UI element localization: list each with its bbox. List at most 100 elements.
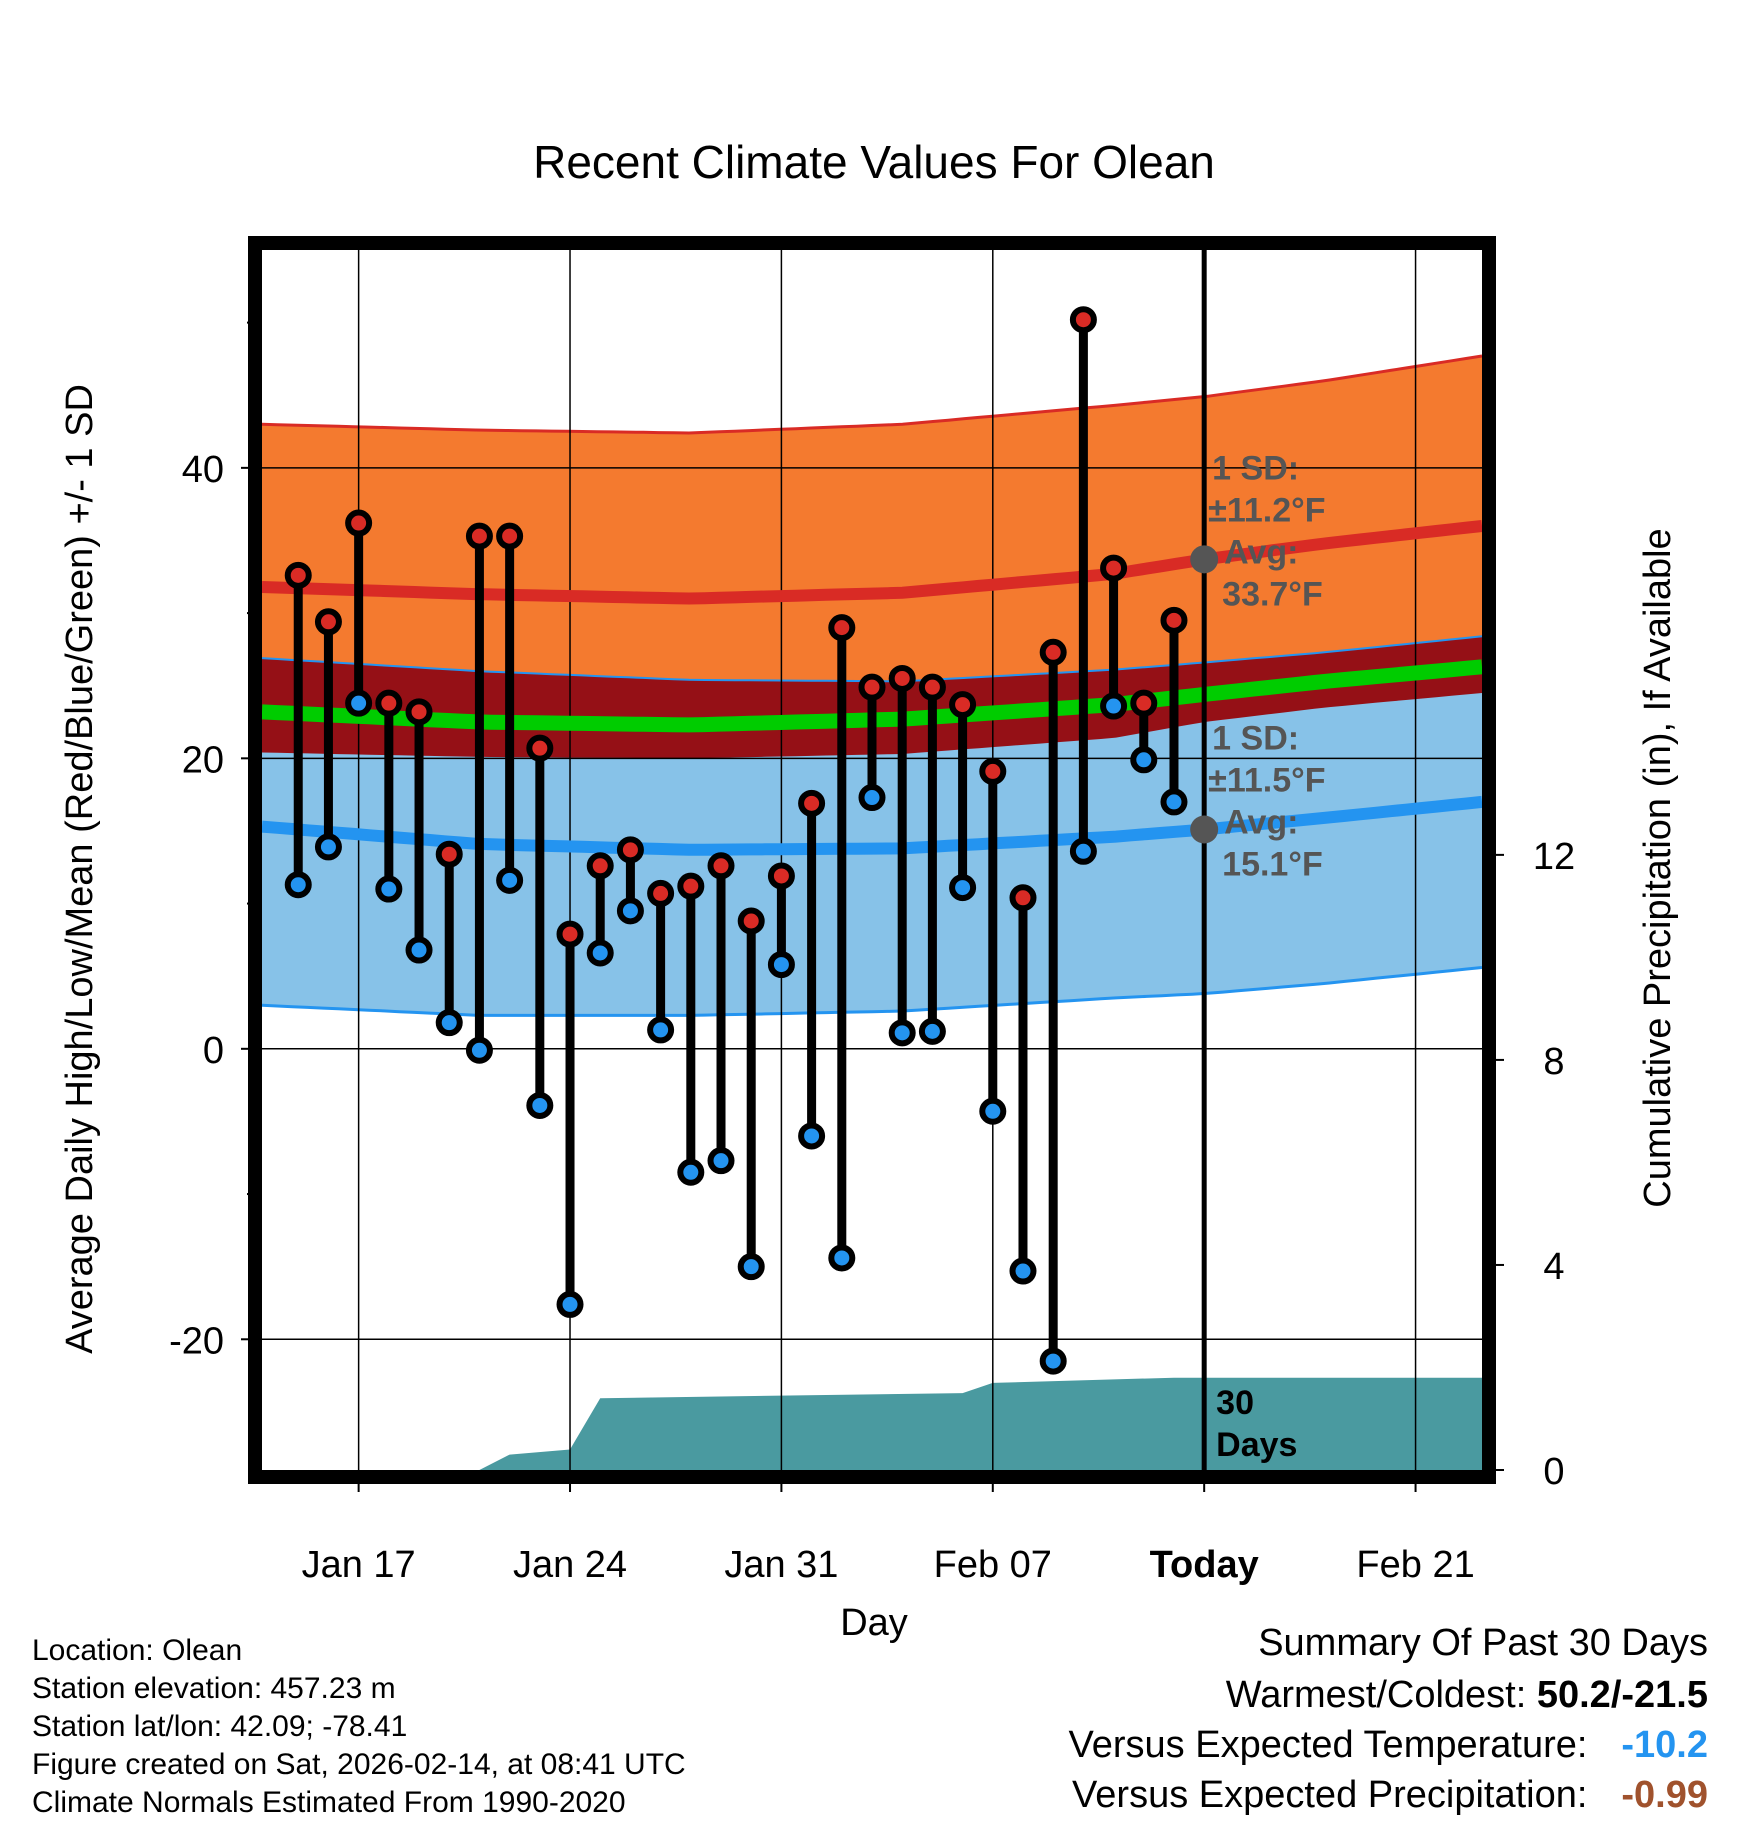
high-temp-point [1069, 306, 1097, 334]
low-avg-value: 15.1°F [1222, 846, 1323, 884]
low-temp-point [798, 1122, 826, 1150]
low-temp-point [707, 1147, 735, 1175]
y-axis-label: Average Daily High/Low/Mean (Red/Blue/Gr… [59, 384, 101, 1354]
y2-tick-label: 8 [1543, 1041, 1564, 1083]
high-avg-marker [1190, 545, 1219, 574]
x-tick-label: Jan 31 [724, 1544, 838, 1586]
x-tick-label: Today [1150, 1544, 1259, 1586]
low-temp-point [284, 871, 312, 899]
low-temp-point [828, 1244, 856, 1272]
y2-tick-label: 12 [1533, 836, 1575, 878]
high-temp-point [586, 852, 614, 880]
high-temp-point [918, 673, 946, 701]
high-temp-point [949, 691, 977, 719]
high-sd-value: ±11.2°F [1208, 491, 1325, 529]
location-text: Location: Olean [32, 1634, 243, 1667]
low-temp-point [526, 1091, 554, 1119]
low-temp-point [737, 1253, 765, 1281]
latlon-text: Station lat/lon: 42.09; -78.41 [32, 1710, 408, 1743]
days-text-label: Days [1216, 1426, 1297, 1464]
high-avg-value: 33.7°F [1222, 575, 1323, 613]
high-temp-point [1100, 554, 1128, 582]
low-sd-label: 1 SD: [1212, 720, 1299, 758]
high-temp-point [496, 522, 524, 550]
low-avg-label: Avg: [1224, 804, 1298, 842]
high-temp-point [979, 757, 1007, 785]
low-temp-point [1100, 692, 1128, 720]
station-info: Location: Olean Station elevation: 457.2… [32, 1632, 686, 1822]
low-temp-point [767, 951, 795, 979]
low-temp-point [314, 833, 342, 861]
low-temp-point [556, 1290, 584, 1318]
warm-cold-value: 50.2/-21.5 [1536, 1674, 1708, 1716]
temp-label: Versus Expected Temperature: [1068, 1724, 1588, 1766]
low-temp-point [435, 1009, 463, 1037]
high-temp-point [526, 734, 554, 762]
low-temp-point [465, 1036, 493, 1064]
x-axis-label: Day [840, 1602, 908, 1644]
low-temp-point [586, 939, 614, 967]
y-tick-label: 40 [182, 449, 224, 491]
low-temp-point [979, 1097, 1007, 1125]
low-temp-point [1039, 1347, 1067, 1375]
low-temp-point [496, 866, 524, 894]
warm-cold-label: Warmest/Coldest: [1225, 1674, 1527, 1716]
low-sd-value: ±11.5°F [1208, 762, 1325, 800]
high-temp-point [647, 879, 675, 907]
x-tick-label: Feb 07 [934, 1544, 1052, 1586]
x-tick-label: Jan 17 [302, 1544, 416, 1586]
high-temp-point [375, 689, 403, 717]
y-tick-label: 0 [203, 1030, 224, 1072]
high-temp-point [1160, 606, 1188, 634]
low-temp-point [647, 1016, 675, 1044]
low-temp-point [405, 936, 433, 964]
created-text: Figure created on Sat, 2026-02-14, at 08… [32, 1748, 686, 1781]
high-temp-point [707, 852, 735, 880]
high-temp-point [405, 698, 433, 726]
high-temp-point [888, 664, 916, 692]
low-temp-point [677, 1158, 705, 1186]
low-temp-point [888, 1019, 916, 1047]
high-temp-point [1009, 884, 1037, 912]
low-temp-point [1009, 1257, 1037, 1285]
high-temp-point [345, 509, 373, 537]
x-tick-label: Jan 24 [513, 1544, 627, 1586]
high-temp-point [1039, 638, 1067, 666]
precip-value: -0.99 [1621, 1774, 1708, 1816]
chart-title: Recent Climate Values For Olean [533, 136, 1215, 188]
low-avg-marker [1190, 815, 1219, 844]
precip-area [262, 1377, 1482, 1470]
low-temp-point [949, 874, 977, 902]
summary-warm-cold: Warmest/Coldest: 50.2/-21.5 [1226, 1674, 1708, 1717]
x-tick-label: Feb 21 [1356, 1544, 1474, 1586]
low-temp-point [858, 784, 886, 812]
temp-value: -10.2 [1621, 1724, 1708, 1766]
low-temp-point [1130, 746, 1158, 774]
precip-label: Versus Expected Precipitation: [1072, 1774, 1588, 1816]
summary-title: Summary Of Past 30 Days [1258, 1622, 1708, 1664]
high-temp-point [828, 614, 856, 642]
plot-area: 1 SD: ±11.2°F Avg: 33.7°F 1 SD: ±11.5°F Avg: 15… [169, 236, 1575, 1586]
low-temp-point [616, 897, 644, 925]
low-normal-line [261, 795, 1483, 856]
high-upper-line [261, 354, 1483, 435]
y2-tick-label: 4 [1543, 1246, 1564, 1288]
high-temp-point [677, 872, 705, 900]
high-temp-point [556, 920, 584, 948]
low-temp-point [1069, 837, 1097, 865]
high-temp-point [465, 522, 493, 550]
high-temp-point [435, 840, 463, 868]
normals-text: Climate Normals Estimated From 1990-2020 [32, 1786, 626, 1819]
y2-axis-label: Cumulative Precipitation (in), If Availa… [1637, 528, 1679, 1207]
high-temp-point [284, 561, 312, 589]
elevation-text: Station elevation: 457.23 m [32, 1672, 396, 1705]
high-temp-point [616, 836, 644, 864]
high-temp-point [737, 907, 765, 935]
high-temp-point [314, 608, 342, 636]
low-temp-point [918, 1017, 946, 1045]
high-normal-line [261, 520, 1483, 605]
y2-tick-label: 0 [1543, 1451, 1564, 1493]
low-lower-line [261, 966, 1483, 1017]
high-temp-point [798, 789, 826, 817]
high-temp-point [767, 862, 795, 890]
